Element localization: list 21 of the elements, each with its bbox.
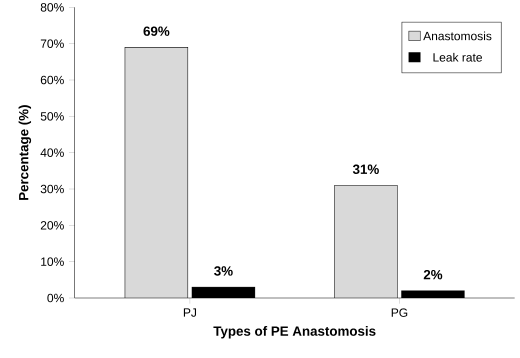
y-tick-label: 40% xyxy=(40,148,64,157)
y-tick-label: 30% xyxy=(40,184,64,194)
legend-label: Anastomosis xyxy=(423,31,492,40)
x-axis-title: Types of PE Anastomosis xyxy=(213,326,376,338)
y-axis-title: Percentage (%) xyxy=(18,105,32,200)
legend-label: Leak rate xyxy=(433,52,482,62)
y-tick-label: 80% xyxy=(40,3,64,12)
data-label: 31% xyxy=(352,164,379,174)
data-label: 3% xyxy=(214,266,233,276)
bar xyxy=(124,47,188,298)
y-tick-label: 10% xyxy=(41,257,64,266)
y-tick-label: 20% xyxy=(40,221,64,230)
bar xyxy=(334,185,398,298)
x-tick-label: PG xyxy=(392,308,408,317)
data-label: 2% xyxy=(424,270,442,280)
x-tick-label: PJ xyxy=(184,308,196,317)
y-tick-label: 60% xyxy=(40,76,64,84)
y-tick-label: 50% xyxy=(40,112,64,121)
y-tick-label: 70% xyxy=(40,39,64,48)
y-tick-label: 0% xyxy=(47,294,64,302)
data-label: 69% xyxy=(144,26,170,36)
